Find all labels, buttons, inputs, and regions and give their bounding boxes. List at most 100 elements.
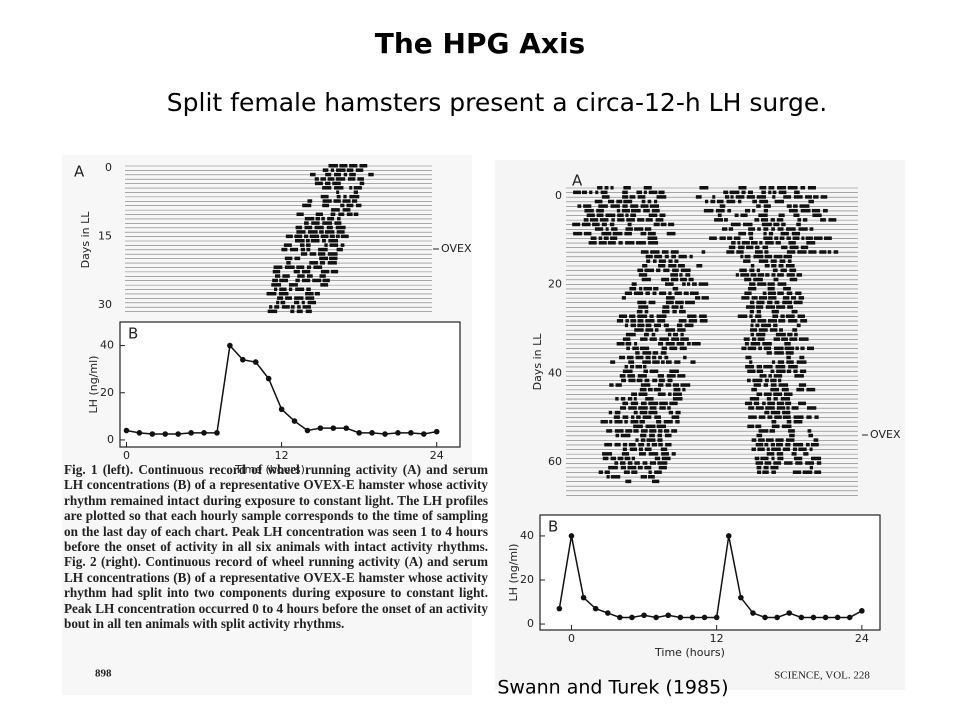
day-tick-label: 30 bbox=[98, 298, 112, 311]
activity-bout bbox=[675, 410, 681, 415]
activity-bout bbox=[738, 245, 745, 250]
activity-bout bbox=[296, 265, 305, 269]
activity-bout bbox=[638, 442, 645, 447]
activity-bout bbox=[775, 332, 786, 337]
activity-bout bbox=[306, 247, 311, 252]
activity-bout bbox=[672, 392, 682, 396]
activity-bout bbox=[609, 420, 613, 424]
activity-bout bbox=[641, 277, 651, 282]
panel-label: B bbox=[548, 518, 558, 536]
caption: Fig. 1 (left). Continuous record of whee… bbox=[64, 462, 488, 632]
activity-bout bbox=[800, 319, 808, 323]
activity-bout bbox=[800, 186, 806, 190]
activity-bout bbox=[833, 250, 839, 254]
activity-bout bbox=[689, 254, 693, 259]
activity-bout bbox=[335, 225, 346, 230]
activity-bout bbox=[795, 291, 802, 296]
activity-bout bbox=[774, 236, 779, 240]
activity-bout bbox=[768, 296, 777, 300]
activity-bout bbox=[773, 374, 783, 378]
activity-bout bbox=[340, 243, 345, 247]
activity-bout bbox=[741, 346, 747, 351]
activity-bout bbox=[810, 442, 819, 447]
activity-bout bbox=[796, 360, 807, 364]
lh-point bbox=[343, 425, 350, 431]
activity-bout bbox=[779, 259, 786, 263]
activity-bout bbox=[786, 355, 791, 360]
activity-bout bbox=[782, 296, 790, 300]
activity-bout bbox=[786, 291, 793, 296]
activity-bout bbox=[661, 277, 670, 282]
activity-bout bbox=[679, 305, 684, 309]
activity-bout bbox=[634, 227, 644, 231]
activity-bout bbox=[661, 250, 669, 254]
activity-bout bbox=[814, 470, 822, 474]
activity-bout bbox=[768, 186, 775, 190]
activity-bout bbox=[781, 222, 786, 227]
lh-point bbox=[317, 425, 324, 431]
activity-bout bbox=[730, 222, 741, 227]
activity-bout bbox=[746, 378, 751, 383]
activity-bout bbox=[786, 204, 792, 208]
activity-bout bbox=[602, 456, 609, 461]
activity-bout bbox=[648, 470, 652, 474]
activity-bout bbox=[643, 190, 647, 195]
activity-bout bbox=[773, 397, 778, 401]
activity-bout bbox=[754, 250, 763, 254]
activity-bout bbox=[744, 208, 751, 213]
activity-bout bbox=[793, 456, 803, 461]
lh-point bbox=[822, 614, 829, 621]
activity-bout bbox=[755, 461, 764, 465]
activity-bout bbox=[758, 346, 762, 351]
activity-bout bbox=[776, 442, 783, 447]
activity-bout bbox=[783, 286, 791, 291]
activity-bout bbox=[638, 273, 648, 277]
activity-bout bbox=[823, 208, 828, 213]
activity-bout bbox=[641, 199, 646, 204]
activity-bout bbox=[755, 314, 762, 318]
activity-bout bbox=[346, 203, 354, 208]
activity-bout bbox=[777, 456, 784, 461]
activity-bout bbox=[763, 204, 771, 208]
activity-bout bbox=[619, 374, 626, 378]
activity-bout bbox=[659, 291, 667, 296]
activity-bout bbox=[763, 208, 769, 213]
activity-bout bbox=[336, 190, 340, 194]
activity-bout bbox=[749, 268, 755, 273]
activity-bout bbox=[784, 461, 793, 465]
activity-bout bbox=[608, 465, 618, 470]
activity-bout bbox=[322, 239, 326, 243]
activity-bout bbox=[305, 291, 314, 296]
activity-bout bbox=[294, 256, 301, 261]
lh-point bbox=[382, 431, 388, 437]
activity-bout bbox=[288, 287, 293, 292]
activity-bout bbox=[641, 429, 648, 433]
activity-bout bbox=[771, 273, 776, 277]
activity-bout bbox=[318, 247, 328, 252]
activity-bout bbox=[789, 337, 798, 341]
activity-bout bbox=[762, 291, 767, 296]
activity-bout bbox=[622, 204, 628, 208]
activity-bout bbox=[668, 410, 673, 415]
activity-bout bbox=[645, 291, 650, 296]
activity-bout bbox=[610, 456, 617, 461]
activity-bout bbox=[353, 212, 359, 217]
activity-bout bbox=[643, 364, 647, 369]
activity-bout bbox=[712, 195, 716, 199]
activity-bout bbox=[770, 369, 775, 374]
activity-bout bbox=[621, 452, 630, 456]
activity-bout bbox=[786, 420, 792, 424]
activity-bout bbox=[645, 397, 654, 401]
x-axis-label: Time (hours) bbox=[234, 463, 305, 476]
activity-bout bbox=[612, 231, 623, 236]
activity-bout bbox=[763, 227, 769, 231]
subtitle: Split female hamsters present a circa-12… bbox=[167, 88, 827, 117]
activity-bout bbox=[649, 433, 655, 438]
activity-bout bbox=[677, 374, 686, 378]
activity-bout bbox=[293, 269, 300, 274]
activity-bout bbox=[588, 241, 597, 245]
activity-bout bbox=[596, 208, 604, 213]
activity-bout bbox=[281, 305, 290, 309]
activity-bout bbox=[793, 213, 800, 218]
activity-bout bbox=[328, 239, 339, 243]
